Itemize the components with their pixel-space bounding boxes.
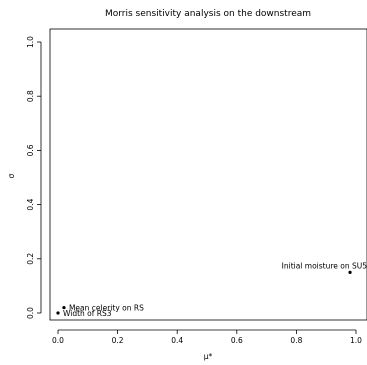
x-tick-label: 0.6 xyxy=(231,336,243,345)
y-tick-label: 0.8 xyxy=(26,90,35,102)
x-axis-label: μ* xyxy=(204,352,213,361)
point-label: Mean celerity on RS xyxy=(69,304,144,313)
y-tick-label: 1.0 xyxy=(26,36,35,48)
scatter-points: Initial moisture on SU5 Mean celerity on … xyxy=(56,261,367,318)
x-tick-label: 0.0 xyxy=(52,336,64,345)
x-tick-label: 0.2 xyxy=(112,336,124,345)
x-axis: 0.0 0.2 0.4 0.6 0.8 1.0 xyxy=(52,329,362,345)
scatter-point xyxy=(348,270,352,274)
scatter-point xyxy=(62,305,66,310)
y-tick-label: 0.4 xyxy=(26,198,35,210)
y-tick-label: 0.6 xyxy=(26,144,35,156)
scatter-point xyxy=(56,311,60,315)
chart-title: Morris sensitivity analysis on the downs… xyxy=(105,9,311,19)
x-tick-label: 0.4 xyxy=(171,336,183,345)
y-axis-label: σ xyxy=(7,173,16,178)
x-tick-label: 0.8 xyxy=(290,336,302,345)
point-label: Width of RS3 xyxy=(63,309,112,318)
y-axis: 0.0 0.2 0.4 0.6 0.8 1.0 xyxy=(26,36,42,319)
y-tick-label: 0.0 xyxy=(26,307,35,319)
point-label: Initial moisture on SU5 xyxy=(282,261,367,270)
x-tick-label: 1.0 xyxy=(350,336,362,345)
plot-frame xyxy=(49,28,367,321)
y-tick-label: 0.2 xyxy=(26,253,35,265)
